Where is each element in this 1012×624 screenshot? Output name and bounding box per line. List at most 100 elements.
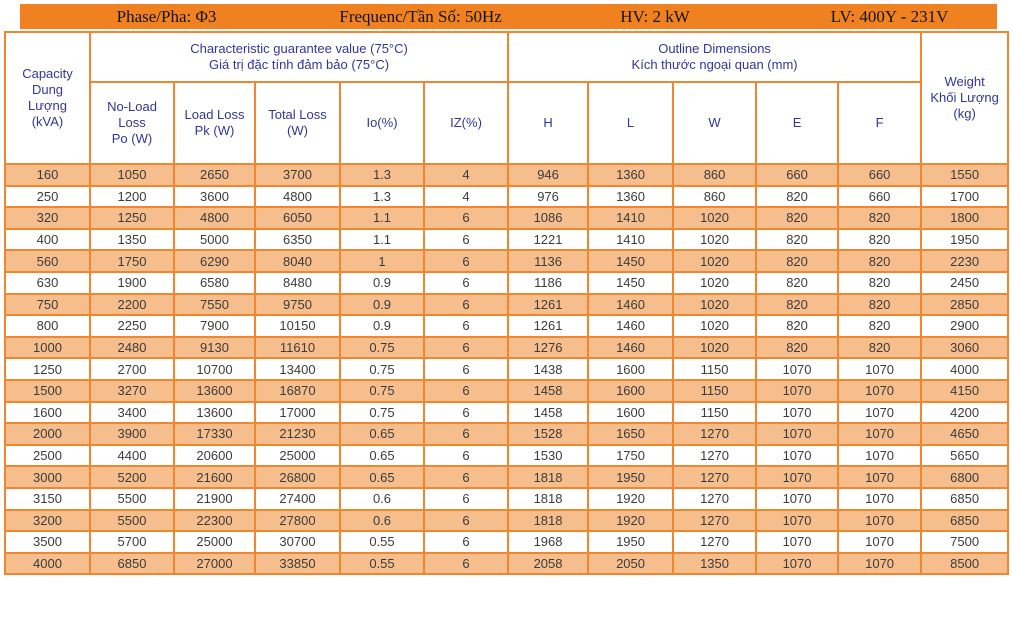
table-cell: 1070 [837, 400, 923, 425]
table-cell: 6 [422, 465, 510, 489]
table-cell: 1460 [587, 335, 675, 360]
table-cell: 1070 [755, 378, 840, 403]
table-cell: 1818 [507, 486, 590, 511]
table-cell: 820 [755, 335, 840, 360]
dimension-f-header: F [837, 81, 923, 165]
table-cell: 1136 [507, 249, 590, 273]
table-cell: 0.9 [339, 314, 425, 338]
table-cell: 1270 [672, 508, 758, 533]
table-cell: 0.65 [339, 422, 425, 446]
table-cell: 27000 [173, 551, 256, 576]
table-cell: 1070 [755, 400, 840, 425]
table-cell: 4800 [173, 206, 256, 230]
lv-label: LV: 400Y - 231V [830, 6, 949, 26]
table-cell: 13400 [254, 357, 341, 381]
table-cell: 0.75 [339, 357, 425, 381]
table-cell: 820 [755, 184, 840, 209]
table-cell: 5200 [89, 465, 175, 489]
table-cell: 750 [4, 292, 91, 317]
table-cell: 1261 [507, 314, 590, 338]
table-cell: 820 [837, 314, 923, 338]
iz-percent-header: IZ(%) [422, 81, 510, 165]
table-cell: 2230 [920, 249, 1010, 273]
table-cell: 1460 [587, 314, 675, 338]
table-cell: 6850 [920, 508, 1010, 533]
table-cell: 25000 [173, 530, 256, 554]
table-cell: 1070 [837, 443, 923, 468]
table-cell: 1150 [672, 357, 758, 381]
table-cell: 6 [422, 206, 510, 230]
table-row: 560 1750 6290 8040 1 6 1136 1450 1020 820 820 2230 [4, 249, 1010, 273]
table-cell: 1600 [587, 400, 675, 425]
table-cell: 8480 [254, 270, 341, 295]
table-cell: 1200 [89, 184, 175, 209]
table-cell: 660 [837, 184, 923, 209]
table-cell: 820 [837, 249, 923, 273]
table-cell: 1500 [4, 378, 91, 403]
frequency-label: Frequenc/Tần Số: 50Hz [339, 6, 502, 26]
table-cell: 6 [422, 227, 510, 252]
table-cell: 1150 [672, 400, 758, 425]
capacity-column-header: Capacity Dung Lượng (kVA) [4, 31, 91, 165]
table-cell: 2050 [587, 551, 675, 576]
table-cell: 1600 [587, 357, 675, 381]
top-banner: Phase/Pha: Φ3 Frequenc/Tần Số: 50Hz HV: … [20, 4, 997, 29]
table-cell: 0.75 [339, 400, 425, 425]
table-cell: 1070 [837, 508, 923, 533]
table-cell: 6 [422, 422, 510, 446]
table-cell: 1700 [920, 184, 1010, 209]
table-cell: 1070 [755, 486, 840, 511]
table-cell: 1020 [672, 227, 758, 252]
table-cell: 2480 [89, 335, 175, 360]
table-cell: 1950 [587, 530, 675, 554]
table-cell: 860 [672, 163, 758, 187]
table-cell: 8040 [254, 249, 341, 273]
table-cell: 820 [755, 227, 840, 252]
table-row: 800 2250 7900 10150 0.9 6 1261 1460 1020 820 820 29… [4, 314, 1010, 338]
table-cell: 6 [422, 357, 510, 381]
table-cell: 4400 [89, 443, 175, 468]
table-cell: 1070 [837, 486, 923, 511]
table-cell: 10700 [173, 357, 256, 381]
table-row: 2000 3900 17330 21230 0.65 6 1528 1650 1270 1070 1… [4, 422, 1010, 446]
table-cell: 1528 [507, 422, 590, 446]
table-cell: 1 [339, 249, 425, 273]
table-cell: 4150 [920, 378, 1010, 403]
table-cell: 13600 [173, 378, 256, 403]
table-cell: 1070 [837, 551, 923, 576]
table-cell: 3270 [89, 378, 175, 403]
table-cell: 1070 [755, 508, 840, 533]
table-cell: 0.65 [339, 443, 425, 468]
table-row: 3200 5500 22300 27800 0.6 6 1818 1920 1270 1070 10… [4, 508, 1010, 533]
table-cell: 1350 [672, 551, 758, 576]
table-cell: 1460 [587, 292, 675, 317]
table-cell: 1818 [507, 465, 590, 489]
table-cell: 1070 [755, 422, 840, 446]
table-cell: 6 [422, 270, 510, 295]
table-cell: 0.65 [339, 465, 425, 489]
hv-label: HV: 2 kW [620, 6, 690, 26]
table-cell: 1070 [837, 357, 923, 381]
table-cell: 1276 [507, 335, 590, 360]
table-cell: 1.1 [339, 227, 425, 252]
table-cell: 6290 [173, 249, 256, 273]
table-cell: 6 [422, 486, 510, 511]
table-cell: 1020 [672, 249, 758, 273]
table-row: 3000 5200 21600 26800 0.65 6 1818 1950 1270 1070 1… [4, 465, 1010, 489]
table-cell: 1.1 [339, 206, 425, 230]
table-cell: 1050 [89, 163, 175, 187]
table-cell: 21230 [254, 422, 341, 446]
table-cell: 1270 [672, 530, 758, 554]
table-cell: 1650 [587, 422, 675, 446]
table-cell: 1000 [4, 335, 91, 360]
table-cell: 1070 [755, 530, 840, 554]
table-cell: 7550 [173, 292, 256, 317]
dimension-w-header: W [672, 81, 758, 165]
table-cell: 1360 [587, 184, 675, 209]
table-cell: 4200 [920, 400, 1010, 425]
table-cell: 1600 [4, 400, 91, 425]
table-cell: 1150 [672, 378, 758, 403]
table-row: 1250 2700 10700 13400 0.75 6 1438 1600 1150 1070 1… [4, 357, 1010, 381]
table-cell: 1020 [672, 314, 758, 338]
table-row: 320 1250 4800 6050 1.1 6 1086 1410 1020 820 820 180… [4, 206, 1010, 230]
